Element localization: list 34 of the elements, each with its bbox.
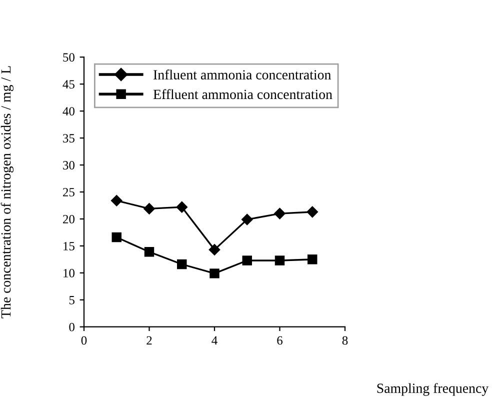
- point: [274, 208, 286, 220]
- y-tick-label: 5: [69, 296, 74, 304]
- x-tick-label: 6: [277, 336, 282, 345]
- point: [144, 203, 155, 214]
- y-axis-title: The concentration of nitrogen oxides / mg / L: [0, 66, 14, 318]
- y-tick-label: 30: [63, 161, 74, 170]
- point: [208, 244, 220, 256]
- point: [306, 206, 318, 218]
- legend-label: Influent ammonia concentration: [154, 70, 331, 80]
- point: [210, 268, 220, 278]
- point: [112, 232, 122, 242]
- legend-label: Effluent ammonia concentration: [153, 89, 332, 100]
- x-tick-label: 0: [81, 336, 87, 345]
- point: [144, 246, 154, 257]
- y-tick-label: 35: [63, 134, 74, 142]
- point: [177, 259, 187, 270]
- y-tick-label: 45: [62, 80, 74, 89]
- y-tick-label: 10: [64, 268, 74, 278]
- y-tick-label: 15: [64, 242, 74, 250]
- y-tick-label: 20: [63, 214, 74, 224]
- x-tick-label: 2: [146, 336, 152, 345]
- x-tick-label: 4: [212, 336, 218, 345]
- point: [274, 256, 285, 266]
- point: [111, 194, 122, 206]
- point: [242, 256, 252, 266]
- point: [242, 214, 253, 226]
- y-tick-label: 0: [69, 322, 74, 332]
- x-axis-title: Sampling frequency: [377, 383, 489, 396]
- point: [176, 201, 188, 213]
- point: [308, 254, 318, 264]
- y-tick-label: 50: [63, 53, 74, 62]
- x-tick-label: 8: [342, 336, 348, 345]
- y-tick-label: 25: [63, 188, 74, 196]
- y-tick-label: 40: [62, 107, 74, 116]
